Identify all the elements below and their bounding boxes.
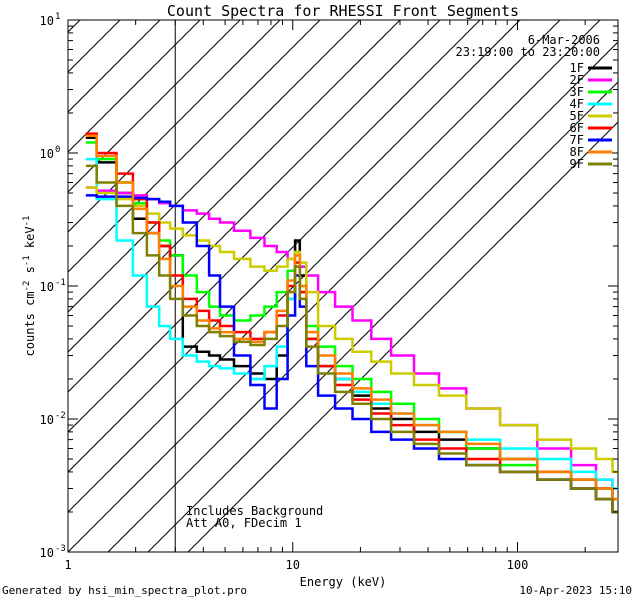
legend-label-3F: 3F [570, 85, 584, 99]
hatched-region [68, 20, 618, 552]
annotation-attenuator: Att A0, FDecim 1 [186, 516, 302, 530]
x-axis-label: Energy (keV) [300, 575, 387, 589]
annotation-background: Includes Background [186, 504, 323, 518]
y-tick-label: 10 [40, 546, 54, 560]
hatch-line [68, 20, 281, 233]
hatch-line [68, 20, 361, 313]
hatch-line [68, 20, 441, 393]
x-tick-label: 1 [64, 558, 71, 572]
hatch-line [68, 20, 401, 353]
y-tick-exponent: 1 [55, 12, 60, 22]
legend-label-9F: 9F [570, 157, 584, 171]
footer-generated: Generated by hsi_min_spectra_plot.pro [2, 584, 248, 597]
legend-label-2F: 2F [570, 73, 584, 87]
hatch-line [187, 121, 618, 552]
hatch-line [68, 20, 201, 153]
legend-label-1F: 1F [570, 61, 584, 75]
chart-title: Count Spectra for RHESSI Front Segments [167, 2, 519, 20]
hatch-line [68, 20, 561, 513]
series-line-5F [85, 186, 618, 474]
legend-label-8F: 8F [570, 145, 584, 159]
hatch-line [68, 20, 521, 473]
hatch-line [147, 81, 618, 552]
y-axis-label: counts cm-2 s-1 keV-1 [22, 216, 37, 357]
hatch-line [107, 41, 618, 552]
legend-label-5F: 5F [570, 109, 584, 123]
y-tick-label: 10 [40, 280, 54, 294]
y-tick-exponent: -2 [55, 411, 66, 421]
x-tick-label: 100 [507, 558, 529, 572]
hatch-line [68, 20, 321, 273]
legend-label-4F: 4F [570, 97, 584, 111]
date-label: 6-Mar-2006 [528, 33, 600, 47]
y-tick-label: 10 [40, 413, 54, 427]
y-tick-label: 10 [40, 14, 54, 28]
hatch-line [68, 20, 481, 433]
y-tick-label: 10 [40, 147, 54, 161]
hatch-line [68, 20, 81, 33]
hatch-line [68, 20, 161, 113]
y-tick-exponent: -3 [55, 544, 66, 554]
y-tick-exponent: -1 [55, 278, 66, 288]
footer-timestamp: 10-Apr-2023 15:10 [519, 584, 632, 597]
hatch-line [68, 20, 241, 193]
hatch-line [68, 20, 601, 552]
legend-label-7F: 7F [570, 133, 584, 147]
x-tick-label: 10 [286, 558, 300, 572]
series-line-9F [85, 164, 618, 514]
time-range-label: 23:19:00 to 23:20:00 [456, 45, 601, 59]
legend-label-6F: 6F [570, 121, 584, 135]
series-group [85, 132, 618, 514]
y-tick-exponent: 0 [55, 145, 60, 155]
